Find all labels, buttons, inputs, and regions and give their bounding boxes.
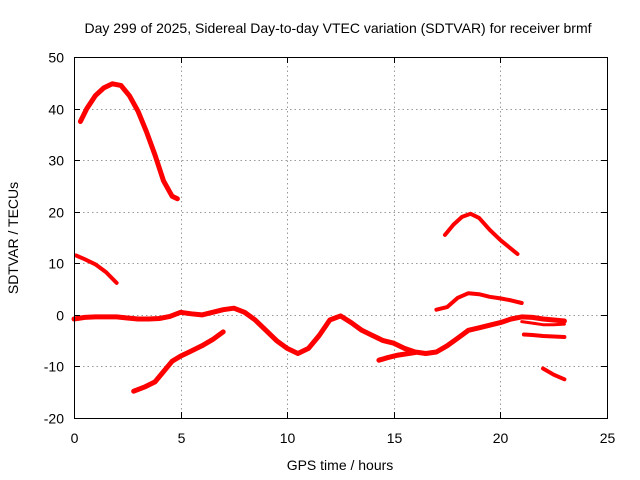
x-axis-label: GPS time / hours <box>287 457 394 473</box>
tick-group: 0 5 10 15 20 25 -20 -10 0 10 20 30 40 50 <box>44 50 616 447</box>
y-tick-label: 10 <box>48 256 64 272</box>
series-line-arc-7 <box>376 350 418 363</box>
series-group <box>71 81 567 394</box>
x-tick-label: 20 <box>493 430 509 446</box>
y-tick-label: 20 <box>48 205 64 221</box>
series-line-arc-9 <box>541 366 567 382</box>
y-tick-label: -20 <box>44 411 64 427</box>
x-tick-label: 15 <box>387 430 403 446</box>
series-line-arc-2 <box>71 305 567 356</box>
series-line-arc-8 <box>521 332 567 339</box>
y-tick-label: -10 <box>44 359 64 375</box>
series-line-arc-3 <box>131 329 226 394</box>
series-line-arc-6 <box>434 291 524 312</box>
x-tick-label: 25 <box>600 430 616 446</box>
y-tick-label: 50 <box>48 50 64 66</box>
series-line-arc-1 <box>77 81 180 202</box>
y-tick-label: 40 <box>48 102 64 118</box>
series-line-arc-10 <box>520 320 566 327</box>
x-tick-label: 0 <box>71 430 79 446</box>
y-axis-label: SDTVAR / TECUs <box>5 182 21 294</box>
series-line-arc-5 <box>443 211 520 256</box>
chart-title: Day 299 of 2025, Sidereal Day-to-day VTE… <box>84 20 591 36</box>
series-line-arc-4 <box>74 253 119 285</box>
x-tick-label: 5 <box>178 430 186 446</box>
y-tick-label: 0 <box>56 308 64 324</box>
x-tick-label: 10 <box>280 430 296 446</box>
grid <box>74 57 607 418</box>
plot-frame <box>74 57 608 419</box>
y-tick-label: 30 <box>48 153 64 169</box>
